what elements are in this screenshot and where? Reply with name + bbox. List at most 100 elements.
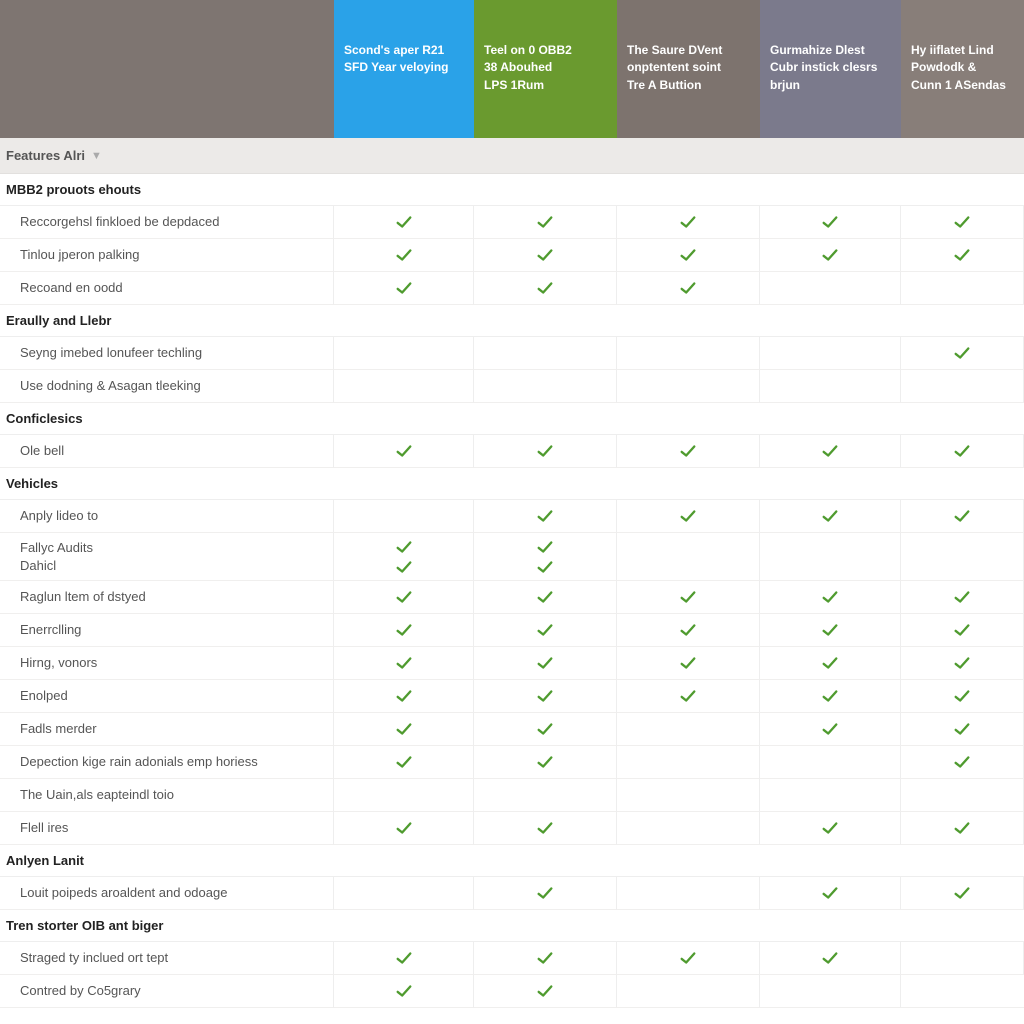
feature-cell — [334, 746, 474, 779]
feature-label: Depection kige rain adonials emp horiess — [0, 746, 334, 779]
col1-line2: SFD Year veloying — [344, 60, 449, 74]
check-icon — [395, 621, 413, 639]
check-icon — [953, 621, 971, 639]
feature-cell — [760, 975, 901, 1008]
feature-cell — [617, 812, 760, 845]
column-header-4[interactable]: Gurmahize Dlest Cubr instick clesrs brju… — [760, 0, 901, 138]
check-icon — [395, 538, 413, 576]
feature-cell — [901, 779, 1024, 812]
check-icon — [953, 213, 971, 231]
column-header-3[interactable]: The Saure DVent onptentent soint Tre A B… — [617, 0, 760, 138]
feature-cell — [617, 746, 760, 779]
feature-cell — [901, 812, 1024, 845]
check-icon — [679, 949, 697, 967]
feature-cell — [901, 435, 1024, 468]
feature-cell — [901, 680, 1024, 713]
feature-cell — [901, 337, 1024, 370]
feature-cell — [334, 647, 474, 680]
feature-label: Recoand en oodd — [0, 272, 334, 305]
feature-cell — [901, 647, 1024, 680]
feature-comparison-table: Scond's aper R21 SFD Year veloying Teel … — [0, 0, 1024, 1008]
check-icon — [821, 588, 839, 606]
check-icon — [536, 720, 554, 738]
check-icon — [536, 538, 554, 576]
feature-cell — [334, 942, 474, 975]
section-header: Anlyen Lanit — [0, 845, 1024, 877]
feature-cell — [334, 239, 474, 272]
feature-cell — [334, 614, 474, 647]
feature-cell — [617, 680, 760, 713]
feature-label: Hirng, vonors — [0, 647, 334, 680]
feature-cell — [901, 500, 1024, 533]
check-icon — [821, 213, 839, 231]
check-icon — [536, 442, 554, 460]
filter-label: Features Alri — [6, 148, 85, 163]
check-icon — [821, 654, 839, 672]
feature-cell — [334, 370, 474, 403]
col5-line3: Cunn 1 ASendas — [911, 78, 1006, 92]
feature-label: Reccorgehsl finkloed be depdaced — [0, 206, 334, 239]
column-header-5[interactable]: Hy iiflatet Lind Powdodk & Cunn 1 ASenda… — [901, 0, 1024, 138]
feature-label: Enolped — [0, 680, 334, 713]
col4-line1: Gurmahize Dlest — [770, 43, 865, 57]
features-filter-dropdown[interactable]: Features Alri ▼ — [0, 138, 1024, 174]
check-icon — [679, 687, 697, 705]
feature-cell — [901, 533, 1024, 581]
check-icon — [395, 442, 413, 460]
feature-cell — [617, 533, 760, 581]
feature-cell — [760, 942, 901, 975]
feature-cell — [617, 779, 760, 812]
column-header-1[interactable]: Scond's aper R21 SFD Year veloying — [334, 0, 474, 138]
feature-cell — [760, 779, 901, 812]
col1-line1: Scond's aper R21 — [344, 43, 444, 57]
feature-cell — [474, 239, 617, 272]
feature-cell — [760, 647, 901, 680]
feature-label: Louit poipeds aroaldent and odoage — [0, 877, 334, 910]
feature-cell — [617, 975, 760, 1008]
feature-cell — [474, 206, 617, 239]
feature-cell — [474, 779, 617, 812]
col5-line2: Powdodk & — [911, 60, 976, 74]
feature-cell — [474, 272, 617, 305]
check-icon — [953, 442, 971, 460]
feature-cell — [901, 239, 1024, 272]
feature-cell — [334, 812, 474, 845]
feature-cell — [334, 713, 474, 746]
feature-cell — [617, 239, 760, 272]
feature-cell — [474, 975, 617, 1008]
feature-cell — [617, 942, 760, 975]
check-icon — [821, 621, 839, 639]
col4-line2: Cubr instick clesrs — [770, 60, 877, 74]
check-icon — [536, 246, 554, 264]
check-icon — [536, 753, 554, 771]
section-header: Conficlesics — [0, 403, 1024, 435]
check-icon — [395, 213, 413, 231]
section-header: Vehicles — [0, 468, 1024, 500]
check-icon — [536, 687, 554, 705]
column-header-2[interactable]: Teel on 0 OBB2 38 Abouhed LPS 1Rum — [474, 0, 617, 138]
feature-label: Contred by Co5grary — [0, 975, 334, 1008]
chevron-down-icon: ▼ — [91, 150, 102, 162]
feature-cell — [334, 500, 474, 533]
check-icon — [679, 279, 697, 297]
feature-cell — [334, 435, 474, 468]
feature-cell — [334, 975, 474, 1008]
feature-cell — [760, 581, 901, 614]
feature-cell — [334, 272, 474, 305]
check-icon — [395, 687, 413, 705]
feature-cell — [760, 713, 901, 746]
col3-line1: The Saure DVent — [627, 43, 722, 57]
feature-cell — [901, 942, 1024, 975]
feature-label: Fallyc AuditsDahicl — [0, 533, 334, 581]
check-icon — [953, 753, 971, 771]
feature-cell — [760, 239, 901, 272]
feature-cell — [760, 812, 901, 845]
check-icon — [395, 949, 413, 967]
check-icon — [679, 621, 697, 639]
feature-cell — [474, 942, 617, 975]
check-icon — [536, 949, 554, 967]
check-icon — [536, 213, 554, 231]
feature-label: Enerrclling — [0, 614, 334, 647]
feature-label: Tinlou jperon palking — [0, 239, 334, 272]
feature-label: Seyng imebed lonufeer techling — [0, 337, 334, 370]
